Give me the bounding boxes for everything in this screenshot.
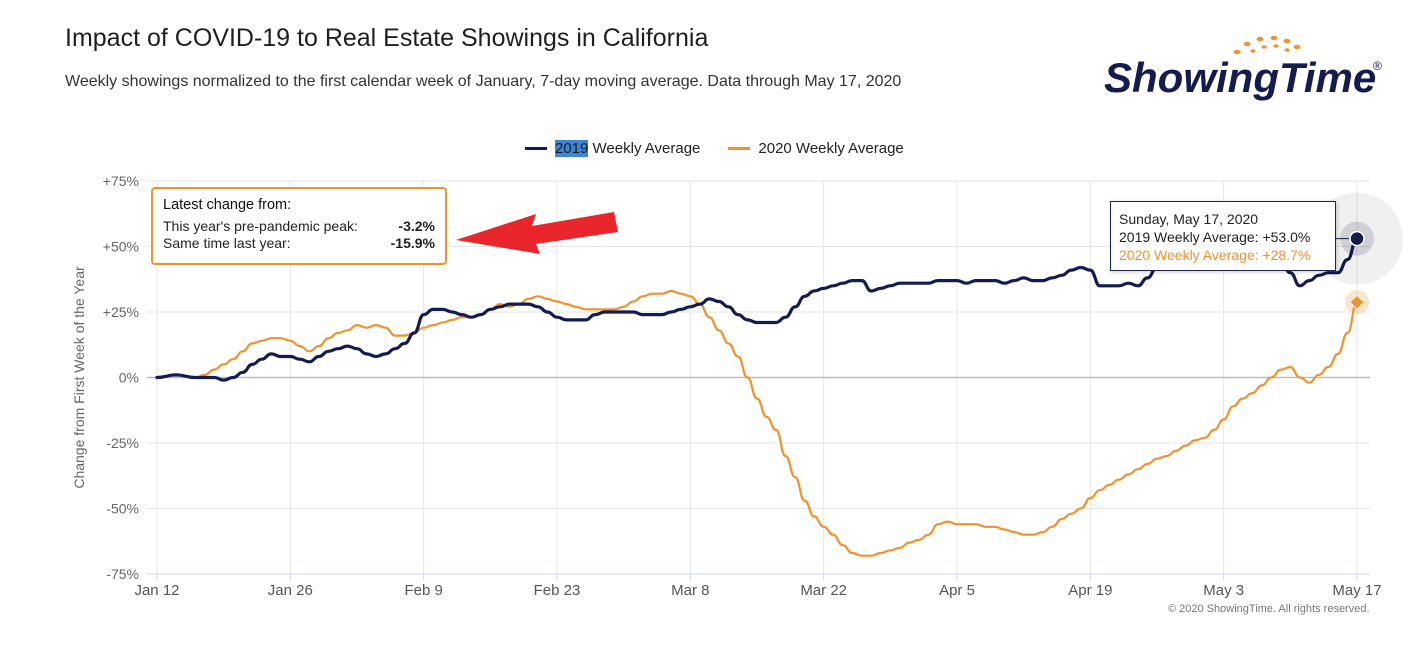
legend-rest-2019: Weekly Average xyxy=(588,140,701,157)
legend-swatch-2019 xyxy=(525,147,547,150)
x-tick-label: Mar 22 xyxy=(800,582,847,599)
hover-tooltip: Sunday, May 17, 2020 2019 Weekly Average… xyxy=(1110,201,1336,271)
x-tick-label: May 3 xyxy=(1203,582,1244,599)
peak-value: -3.2% xyxy=(398,218,435,234)
showingtime-logo: ShowingTime ® xyxy=(1100,30,1390,110)
logo-dots-icon xyxy=(1233,35,1301,55)
legend-swatch-2020 xyxy=(728,147,751,150)
x-tick-label: Mar 8 xyxy=(671,582,709,599)
legend-item-2020[interactable]: 2020 Weekly Average xyxy=(728,140,904,157)
data-point-2020-last[interactable] xyxy=(1349,294,1365,311)
legend-year-2019: 2019 xyxy=(555,140,589,157)
chart-subtitle: Weekly showings normalized to the first … xyxy=(65,73,902,90)
x-tick-label: Jan 12 xyxy=(134,582,179,599)
tooltip-date: Sunday, May 17, 2020 xyxy=(1119,211,1259,227)
x-tick-label: Feb 9 xyxy=(404,582,442,599)
latest-row-last-year: Same time last year: -15.9% xyxy=(163,235,435,252)
legend-item-2019[interactable]: 2019 Weekly Average xyxy=(525,140,700,157)
legend-label-2020: 2020 Weekly Average xyxy=(758,140,904,157)
legend-label-2019: 2019 Weekly Average xyxy=(555,140,700,157)
latest-change-box: Latest change from: This year's pre-pand… xyxy=(151,187,447,265)
logo-registered: ® xyxy=(1373,59,1382,73)
copyright-text: © 2020 ShowingTime. All rights reserved. xyxy=(1168,603,1370,615)
y-tick-label: -50% xyxy=(106,501,139,517)
y-tick-label: +25% xyxy=(103,304,139,320)
x-tick-label: Apr 19 xyxy=(1068,582,1112,599)
x-tick-label: Jan 26 xyxy=(268,582,313,599)
last-year-label: Same time last year: xyxy=(163,235,291,251)
peak-label: This year's pre-pandemic peak: xyxy=(163,218,358,234)
y-tick-label: 0% xyxy=(119,370,139,386)
latest-change-heading: Latest change from: xyxy=(163,197,292,213)
x-tick-label: Apr 5 xyxy=(939,582,975,599)
logo-text: ShowingTime xyxy=(1104,54,1376,101)
last-year-value: -15.9% xyxy=(390,235,435,251)
latest-row-peak: This year's pre-pandemic peak: -3.2% xyxy=(163,218,435,235)
chart-legend: 2019 Weekly Average 2020 Weekly Average xyxy=(525,140,904,157)
y-tick-label: +50% xyxy=(103,239,139,255)
chart-title: Impact of COVID-19 to Real Estate Showin… xyxy=(65,24,709,52)
data-point-2019-last[interactable] xyxy=(1349,230,1365,247)
x-tick-label: Feb 23 xyxy=(534,582,581,599)
annotation-arrow-icon xyxy=(456,212,618,254)
tooltip-2019: 2019 Weekly Average: +53.0% xyxy=(1119,229,1311,245)
series-line-2020 xyxy=(155,289,1359,557)
series-line-2019 xyxy=(155,237,1359,382)
x-tick-label: May 17 xyxy=(1332,582,1381,599)
y-tick-label: -75% xyxy=(106,566,139,582)
y-tick-label: -25% xyxy=(106,435,139,451)
tooltip-2020: 2020 Weekly Average: +28.7% xyxy=(1119,247,1311,263)
y-tick-label: +75% xyxy=(103,173,139,189)
y-axis-title: Change from First Week of the Year xyxy=(71,266,87,489)
